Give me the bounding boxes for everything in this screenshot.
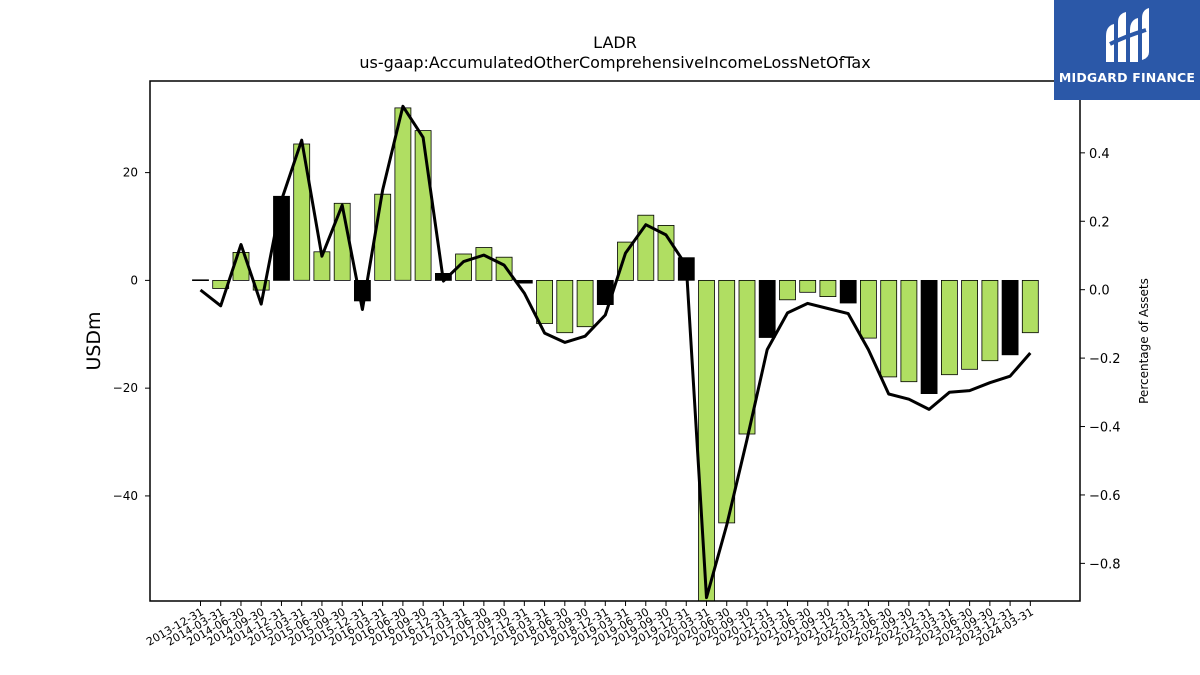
y-axis-label: USDm — [83, 311, 105, 370]
percentage-of-assets-line — [199, 104, 1032, 600]
logo-mark-icon — [1106, 8, 1149, 62]
bar-2016-03-31 — [374, 193, 392, 281]
bar-2023-03-31 — [941, 279, 958, 376]
y2-tick-label: −0.4 — [1089, 421, 1121, 436]
bar-2014-12-31 — [273, 195, 290, 281]
logo-text: MIDGARD FINANCE — [1058, 70, 1196, 85]
y2-axis-label: Percentage of Assets — [1137, 278, 1151, 404]
bar-2022-06-30 — [880, 279, 898, 378]
y-tick-label: −20 — [113, 381, 138, 395]
y2-tick-label: −0.2 — [1089, 352, 1121, 367]
bar-2021-09-30 — [819, 279, 837, 297]
midgard-finance-logo: MIDGARD FINANCE — [1054, 0, 1200, 100]
bar-2018-09-30 — [576, 279, 594, 328]
bar-2023-06-30 — [961, 279, 978, 370]
bar-2014-09-30 — [252, 279, 270, 291]
y2-tick-label: −0.8 — [1089, 557, 1121, 572]
y-tick-label: −40 — [113, 489, 138, 503]
bar-series — [192, 107, 1039, 601]
bar-2017-12-31 — [515, 279, 533, 284]
bar-2021-03-31 — [779, 279, 796, 301]
bar-2023-09-30 — [981, 279, 999, 362]
y2-tick-label: 0.0 — [1089, 284, 1110, 299]
bar-2017-06-30 — [475, 247, 493, 281]
bar-2021-12-31 — [839, 279, 857, 304]
bar-2022-03-31 — [860, 279, 877, 339]
bar-2020-12-31 — [758, 279, 776, 338]
bar-2020-03-31 — [698, 279, 715, 601]
bar-2022-12-31 — [920, 279, 938, 394]
bar-2022-09-30 — [900, 279, 918, 383]
chart-title: LADR — [593, 33, 637, 52]
axes: 200−20−400.40.20.0−0.2−0.4−0.6−0.82013-1… — [113, 80, 1121, 649]
bar-2023-12-31 — [1001, 279, 1019, 356]
bar-2013-12-31 — [192, 279, 209, 281]
bar-2018-06-30 — [556, 279, 574, 334]
bar-2024-03-31 — [1021, 279, 1039, 334]
bar-2018-03-31 — [536, 279, 553, 324]
line-series — [199, 104, 1032, 600]
bar-2020-06-30 — [718, 279, 736, 524]
plot-frame — [149, 80, 1081, 602]
y2-tick-label: 0.4 — [1089, 147, 1110, 162]
y-tick-label: 0 — [130, 273, 138, 287]
chart-subtitle: us-gaap:AccumulatedOtherComprehensiveInc… — [359, 53, 870, 72]
bar-2016-09-30 — [414, 130, 432, 281]
y2-tick-label: −0.6 — [1089, 489, 1121, 504]
bar-2019-03-31 — [617, 241, 634, 281]
y-tick-label: 20 — [123, 166, 138, 180]
y2-tick-label: 0.2 — [1089, 215, 1110, 230]
bar-2021-06-30 — [799, 279, 817, 293]
